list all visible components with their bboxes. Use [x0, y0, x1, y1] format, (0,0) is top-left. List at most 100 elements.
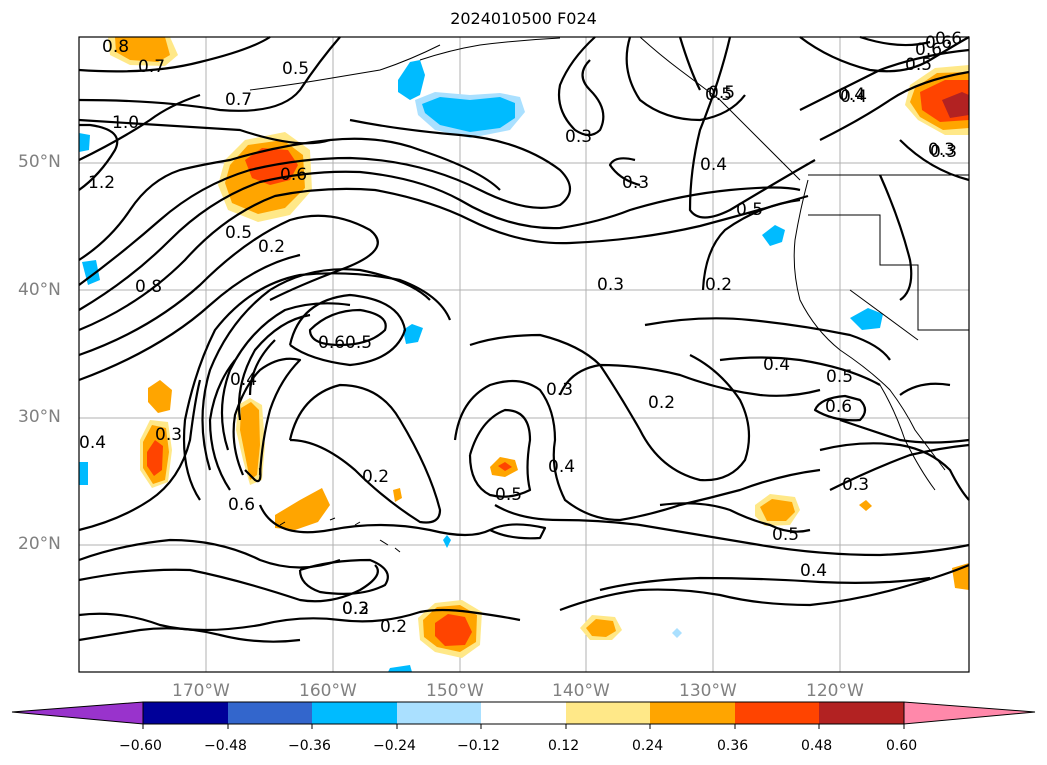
colorbar-segment [143, 702, 228, 724]
contour-label: 0.4 [800, 561, 827, 581]
positive-anomaly-area [859, 500, 872, 511]
colorbar-tick-label: 0.12 [548, 738, 580, 754]
negative-anomaly-area [79, 133, 90, 152]
positive-anomaly-area [586, 619, 616, 637]
contour-label: 0.8 [102, 37, 129, 57]
colorbar-segment [650, 702, 735, 724]
contour-label: 0.4 [230, 370, 257, 390]
contour-label: 0.6 [280, 165, 307, 185]
contour-label: 0.3 [928, 140, 955, 160]
positive-anomaly-area [498, 462, 512, 471]
contour-label: 0.6 [318, 333, 345, 353]
lon-label-130w: 130°W [679, 681, 737, 701]
contour-label: 0.5 [282, 59, 309, 79]
colorbar-tick-label: 0.60 [886, 738, 918, 754]
contour-label-group: 0.8 0.7 0.5 0.7 1.0 1.2 0.6 0.5 0.2 0.8 … [79, 29, 962, 637]
negative-anomaly-area [398, 60, 425, 100]
contour-label: 0.5 [736, 200, 763, 220]
contour-label: 0.5 [905, 55, 932, 75]
colorbar-tick-label: 0.36 [717, 738, 749, 754]
positive-anomaly-area [942, 92, 969, 118]
colorbar-tick-label: 0.24 [632, 738, 664, 754]
contour-label: 0.6 [915, 40, 942, 60]
contour-label: 0.5 [705, 85, 732, 105]
contour-label: 0.4 [763, 355, 790, 375]
contour-label: 0.7 [138, 57, 165, 77]
contour-label: 0.6 [935, 29, 962, 49]
contour-label: 0.3 [342, 599, 369, 619]
positive-anomaly-area [147, 440, 163, 476]
positive-anomaly-area [148, 380, 172, 413]
contour-label: 0.2 [648, 393, 675, 413]
negative-anomaly-area [850, 308, 883, 330]
colorbar [11, 701, 1036, 729]
contour-lines [78, 35, 970, 643]
colorbar-tick-label: −0.60 [119, 738, 162, 754]
contour-label: 0.5 [708, 83, 735, 103]
colorbar-segment [312, 702, 397, 724]
negative-anomaly-area [79, 462, 88, 485]
contour-label: 0.5 [495, 485, 522, 505]
lon-label-140w: 140°W [552, 681, 610, 701]
colorbar-extend-max [903, 701, 1036, 725]
contour-label: 0.4 [700, 155, 727, 175]
contour-label: 0.3 [565, 127, 592, 147]
colorbar-extend-min [11, 701, 144, 725]
colorbar-segment [735, 702, 819, 724]
contour-label: 0.2 [362, 467, 389, 487]
contour-label: 0.4 [838, 85, 865, 105]
contour-label: 0.2 [342, 599, 369, 619]
contour-label: 0.3 [546, 380, 573, 400]
contour-label: 1.2 [88, 173, 115, 193]
plot-frame [78, 36, 970, 673]
contour-label: 0.2 [258, 237, 285, 257]
lat-label-40n: 40°N [18, 280, 61, 300]
contour-label: 0.4 [840, 87, 867, 107]
contour-label: 0.3 [622, 173, 649, 193]
negative-anomaly-area [672, 628, 682, 638]
colorbar-segment [566, 702, 650, 724]
contour-label: 0.4 [548, 457, 575, 477]
contour-label: 0.2 [705, 275, 732, 295]
contour-label: 0.5 [826, 367, 853, 387]
positive-anomaly-area [435, 614, 472, 646]
contour-label: 0.3 [842, 475, 869, 495]
contour-label: 0.7 [225, 90, 252, 110]
contour-label: 1.0 [112, 113, 139, 133]
contour-label: 0.6 [925, 33, 952, 53]
positive-anomaly-area [393, 488, 402, 502]
colorbar-segment [819, 702, 904, 724]
contour-label: 0.5 [345, 333, 372, 353]
positive-anomaly-area [760, 499, 795, 521]
lat-label-30n: 30°N [18, 407, 61, 427]
filled-anomalies [79, 37, 969, 672]
lon-label-170w: 170°W [172, 681, 230, 701]
contour-label: 0.2 [380, 617, 407, 637]
page-title: 2024010500 F024 [450, 9, 597, 28]
negative-anomaly-area [388, 665, 412, 672]
colorbar-tick-label: −0.24 [373, 738, 416, 754]
contour-label: 0.3 [597, 275, 624, 295]
lat-label-50n: 50°N [18, 152, 61, 172]
negative-anomaly-area [422, 97, 515, 132]
colorbar-tick-label: −0.48 [204, 738, 247, 754]
contour-label: 0.3 [155, 425, 182, 445]
negative-anomaly-area [443, 535, 451, 548]
colorbar-segment [481, 702, 566, 724]
colorbar-tick-label: 0.48 [801, 738, 833, 754]
negative-anomaly-area [762, 225, 785, 246]
lon-label-160w: 160°W [299, 681, 357, 701]
coastlines [249, 36, 969, 553]
negative-anomaly-area [403, 324, 423, 344]
lon-label-150w: 150°W [426, 681, 484, 701]
positive-anomaly-area [115, 37, 170, 62]
positive-anomaly-area [275, 488, 330, 530]
colorbar-segment [228, 702, 312, 724]
contour-label: 0.6 [228, 495, 255, 515]
colorbar-frame [142, 701, 905, 725]
contour-label: 0.4 [79, 433, 106, 453]
contour-label: 0.3 [930, 142, 957, 162]
colorbar-tick-label: −0.12 [457, 738, 500, 754]
colorbar-segment [397, 702, 481, 724]
